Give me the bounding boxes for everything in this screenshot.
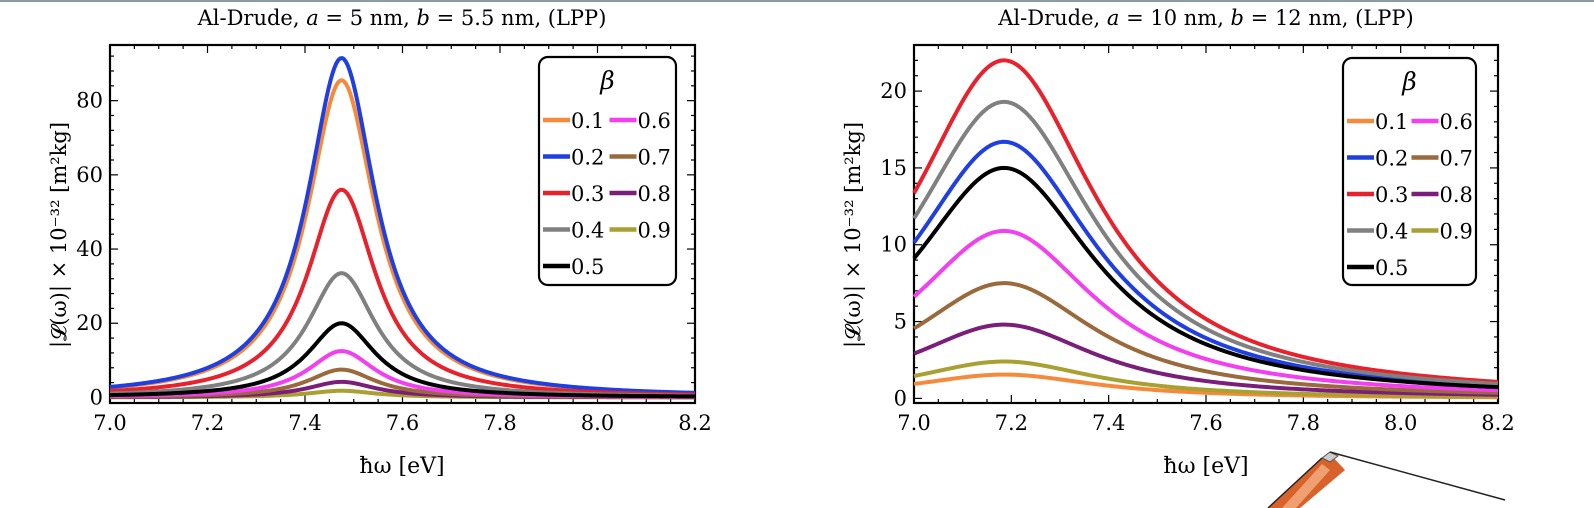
legend-label-0.6: 0.6 [638, 109, 671, 133]
x-tick-label: 7.0 [93, 411, 126, 435]
legend-title: β [1401, 67, 1416, 96]
x-tick-label: 7.6 [386, 411, 419, 435]
legend-label-0.1: 0.1 [571, 109, 604, 133]
series-line-beta-0.8 [913, 322, 1499, 397]
series-line-beta-0.5 [109, 321, 696, 399]
legend-label-0.9: 0.9 [638, 219, 671, 243]
chart-right: Al-Drude, a = 10 nm, b = 12 nm, (LPP) 7.… [841, 6, 1515, 479]
x-tick-label: 7.2 [995, 411, 1028, 435]
legend-label-0.7: 0.7 [638, 146, 671, 170]
legend-title: β [599, 66, 614, 95]
chart-left: Al-Drude, a = 5 nm, b = 5.5 nm, (LPP) 7.… [47, 6, 712, 479]
legend-label-0.7: 0.7 [1440, 147, 1473, 171]
y-tick-label: 20 [880, 79, 907, 103]
x-tick-label: 8.0 [1384, 411, 1417, 435]
x-tick-label: 8.2 [678, 411, 711, 435]
chart-left-xlabel: ħω [eV] [359, 454, 444, 479]
x-tick-label: 8.2 [1481, 411, 1514, 435]
legend-label-0.2: 0.2 [1375, 147, 1408, 171]
legend-label-0.4: 0.4 [1375, 220, 1408, 244]
y-tick-label: 0 [894, 386, 907, 410]
x-tick-label: 7.8 [1287, 411, 1320, 435]
y-tick-label: 80 [76, 89, 103, 113]
x-tick-label: 7.0 [897, 411, 930, 435]
legend-label-0.1: 0.1 [1375, 110, 1408, 134]
legend-label-0.3: 0.3 [1375, 183, 1408, 207]
top-border [0, 0, 1594, 2]
series-line-beta-0.4 [912, 99, 1499, 386]
chart-right-xlabel: ħω [eV] [1163, 454, 1248, 479]
chart-left-ylabel: |𝓛(ω)| × 10⁻³² [m²kg] [47, 122, 72, 348]
y-tick-label: 5 [894, 310, 907, 334]
series-line-beta-0.6 [912, 228, 1499, 393]
chart-left-plot-area: 7.0 7.2 7.4 7.6 7.8 8.0 8.2 0 20 40 60 80 β 0.1 0.2 0.3… [76, 43, 712, 435]
y-tick-label: 10 [880, 233, 907, 257]
series-line-beta-0.7 [912, 281, 1499, 395]
series-line-beta-0.3 [912, 58, 1499, 384]
legend: β 0.1 0.2 0.3 0.4 0.5 0.6 0.7 0.8 0.9 [537, 55, 678, 287]
legend-label-0.4: 0.4 [571, 219, 604, 243]
legend-box [537, 55, 678, 287]
y-tick-label: 0 [90, 385, 103, 409]
x-tick-label: 8.0 [581, 411, 614, 435]
y-tick-label: 15 [880, 156, 907, 180]
y-tick-label: 40 [76, 237, 103, 261]
y-tick-label: 20 [76, 311, 103, 335]
legend-label-0.2: 0.2 [571, 146, 604, 170]
x-tick-label: 7.4 [1092, 411, 1125, 435]
chart-right-plot-area: 7.0 7.2 7.4 7.6 7.8 8.0 8.2 0 5 10 15 20 β 0.1 0.2 0.3 0… [880, 43, 1515, 435]
y-tick-label: 60 [76, 163, 103, 187]
x-tick-label: 7.4 [288, 411, 321, 435]
x-tick-label: 7.2 [191, 411, 224, 435]
chart-right-ylabel: |𝓛(ω)| × 10⁻³² [m²kg] [841, 122, 866, 348]
legend-label-0.5: 0.5 [571, 255, 604, 279]
series-line-beta-0.2 [109, 56, 696, 395]
x-tick-label: 7.8 [483, 411, 516, 435]
chart-left-title: Al-Drude, a = 5 nm, b = 5.5 nm, (LPP) [197, 6, 607, 30]
chart-right-title: Al-Drude, a = 10 nm, b = 12 nm, (LPP) [997, 6, 1413, 30]
legend-label-0.6: 0.6 [1440, 110, 1473, 134]
series-line-beta-0.9 [913, 359, 1499, 399]
partial-3d-graphic [1267, 451, 1506, 508]
legend: β 0.1 0.2 0.3 0.4 0.5 0.6 0.7 0.8 0.9 [1341, 56, 1478, 287]
legend-label-0.8: 0.8 [638, 182, 671, 206]
legend-label-0.5: 0.5 [1375, 256, 1408, 280]
legend-label-0.8: 0.8 [1440, 183, 1473, 207]
legend-box [1341, 56, 1478, 287]
series-line-beta-0.5 [912, 165, 1499, 390]
x-tick-label: 7.6 [1189, 411, 1222, 435]
legend-label-0.3: 0.3 [571, 182, 604, 206]
series-line-beta-0.3 [109, 187, 696, 397]
legend-label-0.9: 0.9 [1440, 220, 1473, 244]
